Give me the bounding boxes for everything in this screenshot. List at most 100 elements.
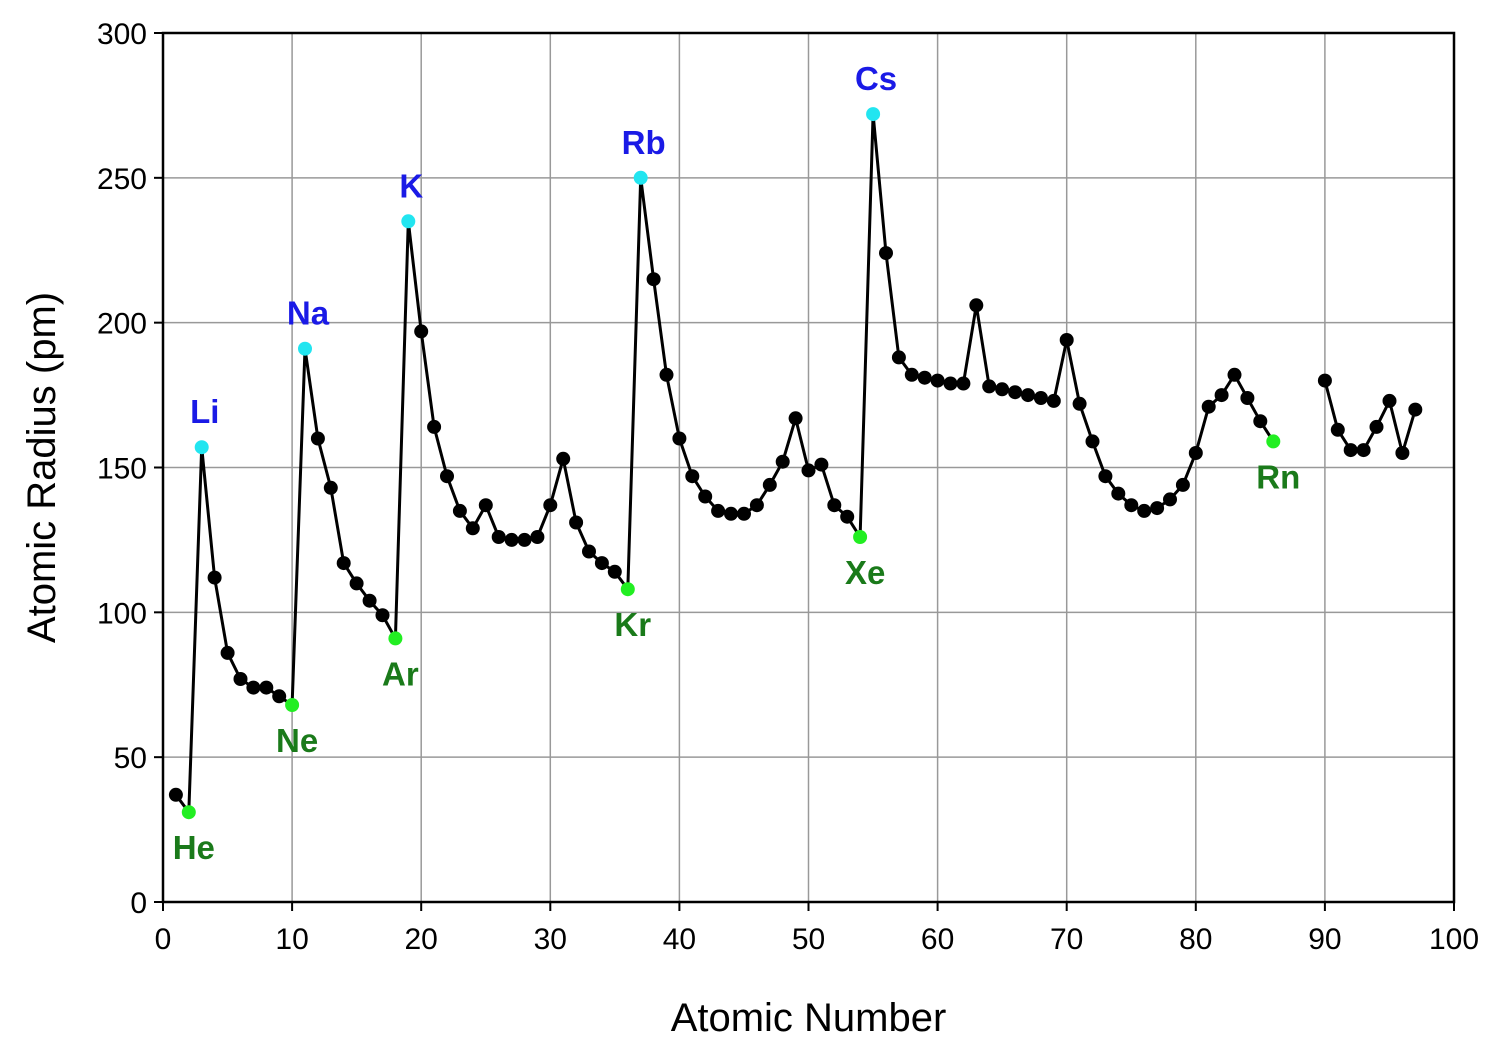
data-point	[491, 530, 506, 544]
y-tick-label: 50	[114, 742, 147, 775]
element-label-na: Na	[287, 295, 330, 332]
data-point	[1137, 503, 1152, 518]
x-tick-label: 50	[792, 923, 825, 956]
y-tick-label: 300	[97, 18, 147, 51]
data-point	[1059, 333, 1074, 347]
y-tick-label: 250	[97, 163, 147, 196]
data-point	[478, 498, 493, 513]
data-point	[233, 672, 248, 686]
data-point	[917, 370, 932, 385]
data-point	[1201, 399, 1216, 414]
y-tick-label: 100	[97, 597, 147, 630]
x-tick-label: 0	[155, 923, 172, 956]
data-point	[969, 298, 984, 313]
noble-gas-point	[1266, 434, 1281, 449]
data-point	[543, 498, 558, 513]
noble-gas-point	[620, 582, 635, 597]
data-point	[465, 521, 480, 536]
data-point	[1317, 373, 1332, 388]
y-tick-label: 200	[97, 308, 147, 341]
data-point	[1046, 393, 1061, 408]
data-point	[246, 680, 261, 695]
y-axis-title: Atomic Radius (pm)	[20, 292, 64, 643]
data-point	[879, 246, 893, 261]
data-point	[1395, 446, 1410, 460]
data-point	[788, 411, 803, 426]
x-tick-label: 10	[275, 923, 308, 956]
data-point	[646, 272, 661, 287]
data-point	[336, 556, 351, 571]
data-point	[530, 530, 545, 544]
data-point	[904, 367, 919, 382]
data-point	[749, 498, 764, 513]
data-point	[840, 509, 855, 524]
data-point	[310, 431, 325, 446]
data-point	[220, 645, 235, 660]
data-point	[1072, 396, 1087, 411]
data-point	[1408, 402, 1423, 417]
data-point	[1021, 388, 1035, 403]
alkali-metal-point	[866, 107, 881, 122]
data-point	[452, 503, 467, 518]
data-point	[582, 544, 596, 559]
data-point	[1382, 393, 1397, 408]
data-point	[1188, 446, 1203, 460]
element-label-li: Li	[190, 393, 219, 430]
data-point	[1124, 498, 1139, 513]
data-point	[556, 451, 571, 466]
element-label-rb: Rb	[622, 124, 666, 161]
data-point	[349, 576, 364, 591]
y-tick-label: 0	[130, 887, 147, 920]
data-point	[1369, 419, 1384, 434]
noble-gas-point	[181, 805, 196, 820]
data-point	[685, 469, 700, 484]
alkali-metal-point	[633, 170, 648, 185]
data-point	[594, 556, 609, 571]
data-point	[762, 477, 777, 492]
data-point	[1175, 477, 1190, 492]
alkali-metal-point	[401, 214, 416, 229]
noble-gas-point	[388, 631, 403, 646]
data-point	[801, 463, 816, 478]
element-label-rn: Rn	[1256, 458, 1300, 495]
series-lines	[174, 112, 1417, 814]
data-point	[1085, 434, 1100, 449]
x-tick-label: 60	[921, 923, 954, 956]
data-point	[259, 680, 274, 695]
data-point	[1008, 385, 1023, 400]
data-point	[827, 498, 842, 513]
data-point	[1343, 443, 1358, 458]
data-point	[814, 457, 829, 472]
data-point	[607, 564, 622, 579]
element-annotations: He Ne Ar Kr Xe Rn Li Na K Rb Cs	[173, 60, 1301, 866]
series-line-segment	[1323, 380, 1417, 455]
data-point	[207, 570, 222, 585]
data-point	[362, 593, 377, 608]
data-point	[168, 787, 183, 802]
data-point	[1098, 469, 1113, 484]
data-point	[1163, 492, 1177, 507]
x-tick-label: 40	[663, 923, 696, 956]
data-point	[427, 419, 442, 434]
data-point	[414, 324, 429, 339]
x-tick-label: 30	[534, 923, 567, 956]
data-point	[775, 454, 790, 469]
data-point	[569, 515, 584, 530]
data-point	[1214, 388, 1229, 403]
data-point	[698, 489, 713, 504]
data-point	[1330, 422, 1345, 437]
data-point	[517, 532, 532, 547]
element-label-ar: Ar	[382, 655, 419, 692]
series-line-segment	[174, 112, 1275, 814]
element-label-cs: Cs	[855, 60, 897, 97]
data-point	[672, 431, 687, 446]
alkali-metal-point	[298, 341, 312, 356]
x-tick-label: 80	[1179, 923, 1212, 956]
noble-gas-point	[285, 698, 300, 712]
data-point	[1356, 443, 1371, 458]
data-point	[272, 689, 287, 704]
data-point	[982, 379, 997, 394]
data-point	[724, 506, 738, 521]
data-point	[1227, 367, 1242, 382]
alkali-metal-point	[194, 440, 209, 455]
